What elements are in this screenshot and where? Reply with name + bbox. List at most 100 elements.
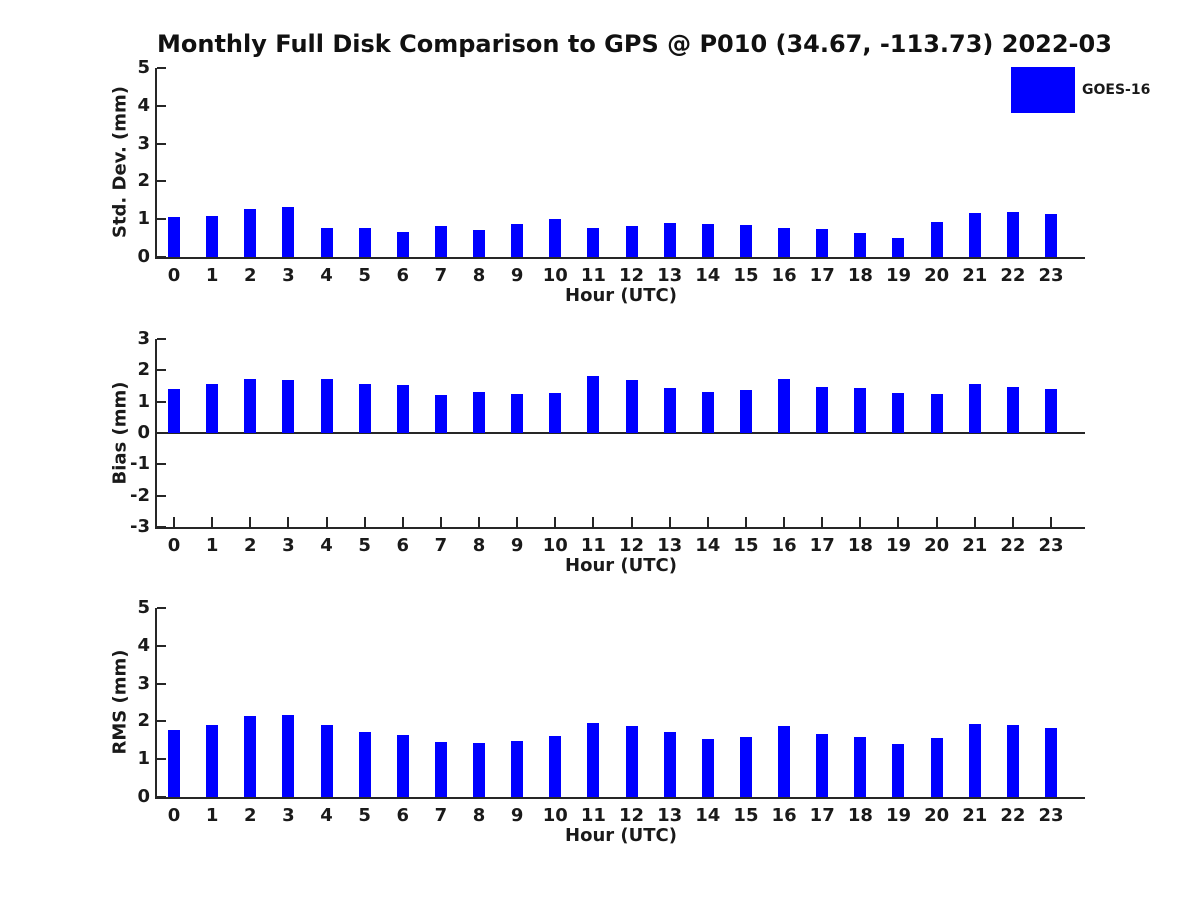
x-tick-label: 1 [205,535,219,556]
bar [358,383,371,433]
bar [663,732,676,797]
chart-title: Monthly Full Disk Comparison to GPS @ P0… [157,30,1112,58]
y-tick-mark [157,526,166,528]
y-tick-mark [157,463,166,466]
y-tick-label: 2 [137,359,150,381]
legend-label: GOES-16 [1082,82,1151,98]
x-tick-label: 19 [885,535,911,556]
y-tick-mark [157,796,166,798]
x-tick-mark [363,517,366,527]
bar [778,725,791,797]
bar [778,379,791,433]
x-tick-mark [630,517,633,527]
y-tick-mark [157,720,166,723]
x-tick-mark [935,517,938,527]
bar [244,208,257,257]
y-tick-label: 2 [137,710,150,732]
x-tick-label: 7 [434,535,448,556]
x-tick-label: 10 [542,265,568,286]
bar [625,726,638,797]
x-tick-label: 2 [243,265,257,286]
x-tick-label: 2 [243,535,257,556]
bar [282,206,295,257]
x-tick-label: 17 [809,265,835,286]
x-tick-label: 11 [580,805,606,826]
bar [854,737,867,797]
bar [816,734,829,797]
x-tick-label: 13 [657,265,683,286]
bar [892,392,905,433]
x-tick-mark [516,517,519,527]
x-tick-mark [859,517,862,527]
x-tick-label: 4 [320,805,333,826]
bar [930,221,943,257]
bar [549,735,562,797]
y-tick-label: 1 [137,748,150,770]
x-tick-mark [401,517,404,527]
x-tick-label: 13 [657,805,683,826]
y-tick-mark [157,142,166,145]
x-tick-label: 9 [510,265,524,286]
y-tick-label: 1 [137,208,150,230]
x-tick-label: 22 [1000,265,1026,286]
y-tick-label: -2 [130,484,150,506]
x-tick-label: 21 [962,805,988,826]
x-tick-mark [783,517,786,527]
bar [930,393,943,433]
xlabel-hour-utc-3: Hour (UTC) [565,825,677,846]
y-axis-spine [155,339,157,529]
x-tick-label: 0 [167,535,181,556]
x-tick-label: 17 [809,535,835,556]
x-tick-label: 10 [542,805,568,826]
y-tick-mark [157,644,166,647]
bar [396,231,409,257]
bar [434,741,447,797]
ylabel-rms: RMS (mm) [109,649,131,755]
bar [206,216,219,257]
y-tick-mark [157,494,166,497]
y-tick-mark [157,338,166,340]
bar [587,722,600,797]
bar [701,392,714,433]
y-tick-label: 1 [137,390,150,412]
x-tick-label: 16 [771,535,797,556]
x-tick-mark [287,517,290,527]
x-tick-label: 22 [1000,805,1026,826]
x-tick-mark [211,517,214,527]
bar [282,715,295,797]
bar [244,716,257,797]
x-tick-label: 12 [619,535,645,556]
bar [549,219,562,257]
bar [625,380,638,433]
y-tick-label: 0 [137,786,150,807]
x-tick-label: 3 [282,535,295,556]
bar [1045,388,1057,433]
bar [892,744,905,797]
y-tick-label: 3 [137,328,150,349]
bar [473,230,486,257]
y-tick-mark [157,67,166,69]
y-tick-label: -3 [130,516,150,537]
bar [1006,386,1019,433]
x-tick-label: 8 [472,805,486,826]
bar [739,225,752,257]
y-tick-mark [157,369,166,372]
bar [854,387,867,433]
bar [511,394,524,433]
x-tick-label: 17 [809,805,835,826]
bar [473,392,486,433]
x-tick-label: 8 [472,535,486,556]
x-tick-mark [249,517,252,527]
x-tick-label: 16 [771,265,797,286]
bar [358,227,371,257]
x-tick-label: 6 [396,265,410,286]
bar [739,736,752,797]
y-tick-label: 5 [137,597,150,618]
x-tick-label: 6 [396,805,410,826]
y-tick-mark [157,180,166,183]
x-tick-label: 22 [1000,535,1026,556]
bar [434,394,447,433]
y-tick-mark [157,400,166,403]
y-tick-mark [157,607,166,609]
y-tick-mark [157,218,166,221]
